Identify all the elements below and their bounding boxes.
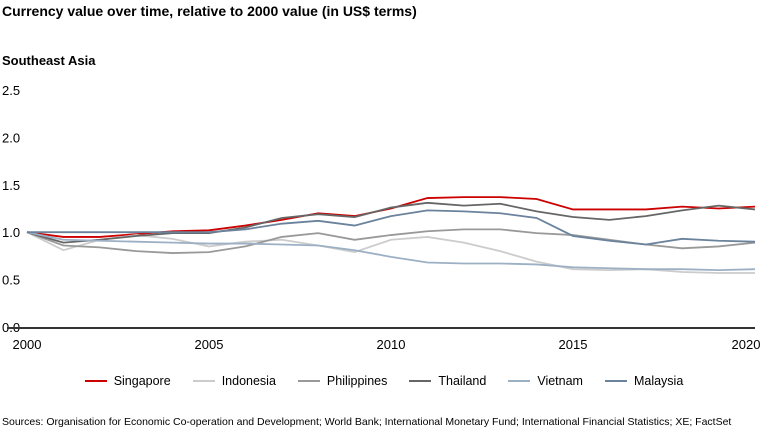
- legend-item-indonesia: Indonesia: [192, 374, 276, 388]
- legend: Singapore Indonesia Philippines Thailand Vie…: [0, 374, 768, 388]
- legend-item-philippines: Philippines: [297, 374, 388, 388]
- series-line-singapore: [26, 196, 756, 238]
- y-tick-label: 2.5: [2, 83, 20, 98]
- legend-swatch: [297, 380, 320, 382]
- legend-item-thailand: Thailand: [409, 374, 486, 388]
- legend-swatch: [604, 380, 627, 382]
- legend-swatch: [508, 380, 531, 382]
- y-tick-label: 0.5: [2, 273, 20, 288]
- y-tick-label: 2.0: [2, 130, 20, 145]
- legend-swatch: [84, 380, 107, 382]
- legend-item-singapore: Singapore: [84, 374, 171, 388]
- legend-label: Philippines: [326, 374, 388, 388]
- series-line-indonesia: [26, 231, 755, 274]
- x-tick-label: 2010: [377, 337, 406, 352]
- y-tick-label: 1.5: [2, 178, 20, 193]
- source-note: Sources: Organisation for Economic Co-op…: [2, 416, 732, 428]
- series-line-vietnam: [26, 231, 756, 272]
- legend-label: Vietnam: [537, 374, 583, 388]
- legend-label: Thailand: [438, 374, 487, 388]
- chart-title: Currency value over time, relative to 20…: [2, 3, 417, 19]
- x-tick-label: 2000: [13, 337, 42, 352]
- legend-item-malaysia: Malaysia: [604, 374, 684, 388]
- legend-item-vietnam: Vietnam: [508, 374, 583, 388]
- legend-label: Indonesia: [221, 374, 276, 388]
- legend-swatch: [192, 380, 215, 382]
- legend-label: Singapore: [113, 374, 171, 388]
- legend-swatch: [409, 380, 432, 382]
- y-tick-label: 1.0: [2, 225, 20, 240]
- chart-subtitle: Southeast Asia: [2, 53, 96, 68]
- legend-label: Malaysia: [633, 374, 684, 388]
- series-line-thailand: [26, 201, 756, 244]
- x-tick-label: 2020: [732, 337, 761, 352]
- x-tick-label: 2005: [195, 337, 224, 352]
- x-tick-label: 2015: [559, 337, 588, 352]
- series-line-malaysia: [27, 209, 756, 246]
